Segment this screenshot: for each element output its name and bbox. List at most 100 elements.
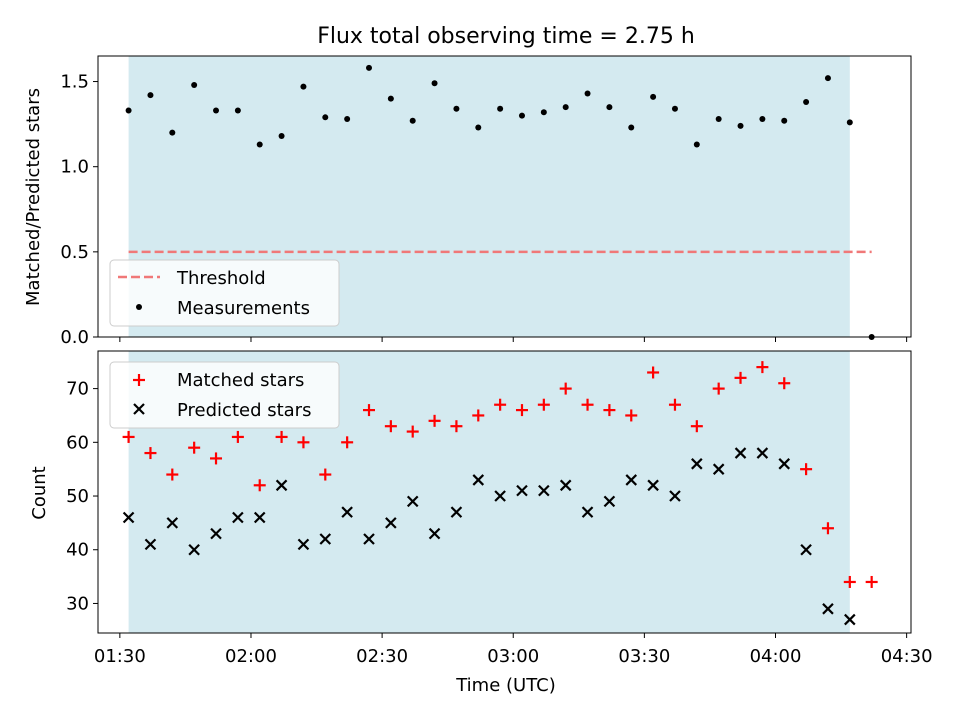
predicted-stars-point (319, 533, 332, 545)
measurements-point (497, 105, 504, 112)
measurements-point (584, 90, 591, 97)
legend-predicted-label: Predicted stars (177, 400, 311, 421)
predicted-stars-point (472, 474, 485, 486)
count-y-tick-label: 70 (66, 379, 89, 400)
predicted-stars-point (822, 603, 834, 615)
matched-stars-point (363, 404, 375, 417)
matched-stars-point (865, 575, 878, 588)
matched-stars-point (210, 452, 223, 465)
matched-stars-point (712, 382, 725, 395)
measurements-point (300, 83, 307, 90)
predicted-stars-point (603, 495, 616, 508)
measurements-point (431, 80, 438, 87)
matched-stars-point (450, 420, 463, 433)
ratio-panel: 0.0 0.5 1.0 1.5 Matched/Predicted stars Thr… (23, 55, 912, 348)
predicted-stars-point (406, 495, 419, 508)
predicted-stars-point (450, 506, 463, 518)
ratio-y-axis-label: Matched/Predicted stars (23, 88, 44, 306)
x-tick-label: 04:30 (881, 646, 933, 667)
predicted-stars-point (691, 458, 703, 470)
count-y-tick-label: 30 (66, 593, 89, 614)
count-y-axis-label: Count (29, 466, 50, 519)
measurements-point (475, 124, 482, 131)
ratio-y-tick-label: 0.0 (60, 327, 89, 348)
measurements-point (322, 114, 329, 121)
legend-measurements-swatch (136, 304, 142, 310)
predicted-stars-point (253, 511, 266, 524)
ratio-y-tick-label: 0.5 (60, 242, 89, 263)
matched-stars-point (821, 522, 834, 535)
predicted-stars-point (844, 613, 856, 626)
legend-matched-label: Matched stars (177, 370, 304, 391)
x-tick-label: 03:30 (618, 646, 670, 667)
matched-stars-point (843, 575, 856, 588)
count-legend: Matched stars Predicted stars (109, 361, 340, 429)
ratio-axes-frame (97, 55, 912, 338)
matched-stars-point (581, 398, 594, 411)
predicted-stars-point (144, 538, 157, 551)
matched-stars-point (603, 404, 616, 417)
x-tick-label: 03:00 (487, 646, 539, 667)
predicted-stars-point (669, 490, 681, 502)
predicted-stars-point (559, 479, 572, 492)
measurements-point (344, 116, 351, 123)
measurements-point (125, 107, 132, 114)
predicted-stars-point (122, 511, 135, 524)
matched-stars-point (559, 382, 572, 395)
matched-stars-point (166, 468, 179, 481)
measurements-point (606, 104, 613, 111)
predicted-stars-point (756, 447, 769, 459)
count-x-ticks: 01:30 02:00 02:30 03:00 03:30 04:00 04:30 (94, 633, 933, 667)
predicted-stars-point (516, 484, 528, 497)
measurements-point (366, 64, 372, 71)
predicted-stars-point (647, 479, 659, 492)
count-y-tick-label: 50 (66, 486, 89, 507)
matched-stars-point (144, 447, 157, 460)
matched-stars-point (122, 430, 135, 443)
measurements-point (737, 122, 744, 129)
matched-stars-point (319, 468, 332, 481)
predicted-stars-point (712, 463, 725, 475)
measurements-point (453, 105, 460, 112)
measurements-point (147, 92, 154, 99)
legend-matched-swatch (133, 374, 145, 386)
ratio-legend-box (109, 259, 340, 327)
legend-measurements-label: Measurements (177, 298, 310, 319)
measurements-point (540, 109, 547, 116)
matched-stars-point (537, 398, 550, 411)
measurements-point (628, 124, 635, 131)
predicted-stars-point (385, 517, 397, 529)
matched-stars-point (472, 409, 485, 422)
x-tick-label: 04:00 (750, 646, 802, 667)
count-legend-box (109, 361, 340, 429)
matched-stars-point (668, 398, 681, 411)
count-y-tick-label: 40 (66, 540, 89, 561)
predicted-stars-point (428, 527, 441, 540)
count-plot-area (122, 361, 878, 626)
count-axes-frame (97, 350, 912, 634)
matched-stars-point (231, 430, 244, 443)
measurements-point (213, 107, 220, 114)
measurements-point (409, 117, 416, 124)
predicted-stars-point (538, 484, 550, 497)
matched-stars-point (800, 463, 813, 476)
measurements-point (846, 119, 853, 126)
predicted-stars-point (734, 447, 747, 459)
matched-stars-point (253, 479, 266, 492)
matched-stars-point (297, 436, 310, 449)
measurements-point (671, 105, 678, 112)
count-panel: 30 40 50 60 70 01:30 02:00 02:30 03:00 03:30 04:0… (29, 350, 933, 696)
predicted-stars-point (275, 479, 288, 492)
predicted-stars-point (494, 490, 506, 502)
ratio-y-ticks: 0.0 0.5 1.0 1.5 (60, 72, 98, 348)
measurements-point (759, 116, 766, 123)
measurements-point (803, 98, 810, 105)
x-axis-label: Time (UTC) (455, 675, 556, 696)
predicted-stars-point (341, 506, 353, 518)
x-tick-label: 02:30 (356, 646, 408, 667)
matched-stars-point (428, 414, 441, 427)
ratio-plot-area (125, 64, 875, 340)
measurements-point (278, 133, 285, 140)
measurements-point (562, 104, 569, 111)
